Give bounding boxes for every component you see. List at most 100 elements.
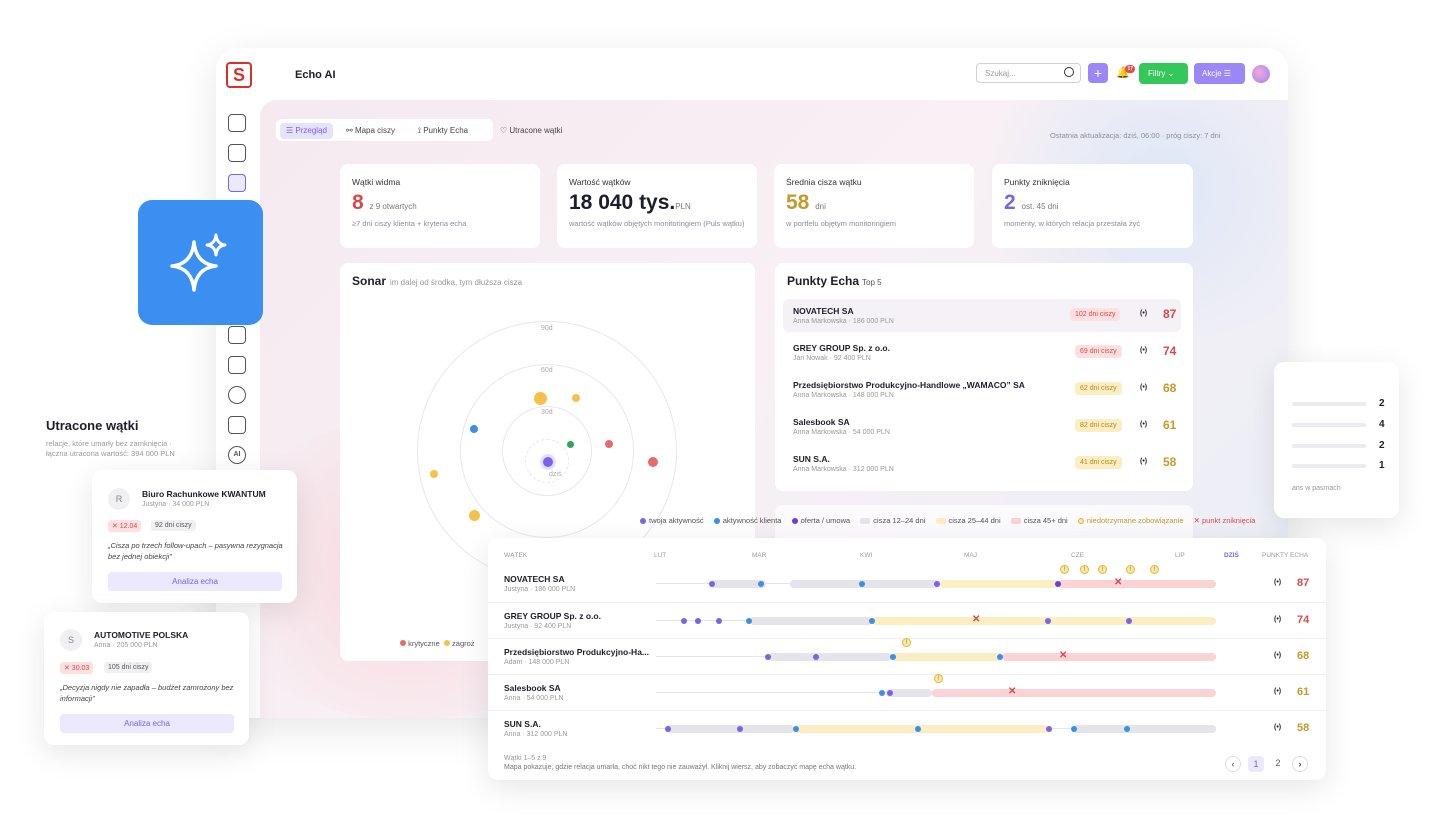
activity-dot[interactable] — [887, 690, 893, 696]
documents-icon[interactable] — [228, 144, 246, 162]
kpi-title: Punkty zniknięcia — [1004, 177, 1070, 187]
app-logo[interactable]: S — [226, 62, 252, 88]
commitment-warning-icon[interactable]: ! — [1150, 565, 1159, 574]
activity-dot[interactable] — [737, 726, 743, 732]
sonar-dot[interactable] — [469, 510, 480, 521]
analiza-echa-button[interactable]: Analiza echa — [60, 714, 234, 733]
silence-bar — [932, 689, 1216, 697]
kpi-card: Średnia cisza wątku 58 dni w portfelu ob… — [774, 164, 974, 248]
echo-row[interactable]: NOVATECH SA Anna Markowska · 186 000 PLN… — [783, 299, 1181, 332]
mail-icon[interactable] — [228, 416, 246, 434]
sonar-dot[interactable] — [572, 394, 580, 402]
chart-icon[interactable] — [228, 356, 246, 374]
timeline-panel: WĄTEK LUT MAR KWI MAJ CZE LIP DZIŚ PUNKT… — [488, 538, 1326, 780]
activity-dot[interactable] — [716, 618, 722, 624]
panel-title: Punkty Echa Top 5 — [787, 274, 882, 288]
echo-icon[interactable] — [228, 174, 246, 192]
activity-dot[interactable] — [765, 654, 771, 660]
activity-dot[interactable] — [665, 726, 671, 732]
sonar-dot[interactable] — [567, 441, 574, 448]
commitment-warning-icon[interactable]: ! — [1080, 565, 1089, 574]
commitment-warning-icon[interactable]: ! — [934, 674, 943, 683]
activity-dot[interactable] — [915, 726, 921, 732]
vanishing-point-icon[interactable]: ✕ — [972, 614, 981, 625]
row-sub: Anna · 54 000 PLN — [504, 695, 564, 702]
prev-page-button[interactable]: ‹ — [1225, 756, 1241, 772]
row-sub: Adam · 148 000 PLN — [504, 659, 570, 666]
activity-dot[interactable] — [813, 654, 819, 660]
dashboard-icon[interactable] — [228, 114, 246, 132]
tab-przeglad[interactable]: ☰ Przegląd — [280, 123, 333, 139]
sonar-dot[interactable] — [605, 440, 613, 448]
activity-dot[interactable] — [1126, 618, 1132, 624]
activity-dot[interactable] — [695, 618, 701, 624]
analiza-echa-button[interactable]: Analiza echa — [108, 572, 282, 591]
sonar-dot[interactable] — [534, 392, 547, 405]
activity-dot[interactable] — [1045, 618, 1051, 624]
signal-icon: (•) — [1140, 347, 1148, 354]
next-page-button[interactable]: › — [1292, 756, 1308, 772]
activity-dot[interactable] — [746, 618, 752, 624]
activity-dot[interactable] — [1071, 726, 1077, 732]
commitment-warning-icon[interactable]: ! — [1060, 565, 1069, 574]
sonar-dot[interactable] — [648, 457, 658, 467]
lost-quote: „Decyzja nigdy nie zapadła – budżet zamr… — [60, 683, 234, 703]
gear-icon[interactable] — [228, 386, 246, 404]
tab-utracone[interactable]: ♡ Utracone wątki — [500, 126, 563, 135]
echo-row[interactable]: SUN S.A. Anna Markowska · 312 000 PLN 41… — [783, 447, 1181, 480]
sonar-subtitle: im dalej od środka, tym dłuższa cisza — [390, 278, 523, 287]
activity-dot[interactable] — [758, 581, 764, 587]
echo-row[interactable]: Salesbook SA Anna Markowska · 54 000 PLN… — [783, 410, 1181, 443]
lost-thread-card[interactable]: R Biuro Rachunkowe KWANTUM Justyna · 34 … — [92, 470, 297, 603]
page-button[interactable]: 1 — [1248, 756, 1264, 772]
sonar-dot[interactable] — [430, 470, 438, 478]
tab-punkty-echa[interactable]: ⟟ Punkty Echa — [418, 126, 469, 135]
timeline-row[interactable]: SUN S.A. Anna · 312 000 PLN (•) 58 — [488, 710, 1326, 746]
activity-dot[interactable] — [890, 654, 896, 660]
vanishing-point-icon[interactable]: ✕ — [1008, 686, 1017, 697]
timeline-row[interactable]: Przedsiębiorstwo Produkcyjno-Ha... Adam … — [488, 638, 1326, 674]
bell-icon[interactable]: 🔔 17 — [1116, 65, 1135, 79]
lost-quote: „Cisza po trzech follow-upach – pasywna … — [108, 541, 283, 561]
tab-mapa-ciszy[interactable]: ⚯ Mapa ciszy — [346, 126, 395, 135]
legend-item: ✕ punkt zniknięcia — [1193, 516, 1256, 525]
lost-thread-card[interactable]: S AUTOMOTIVE POLSKA Anna · 205 000 PLN ✕… — [44, 612, 249, 745]
activity-dot[interactable] — [934, 581, 940, 587]
activity-dot[interactable] — [1046, 726, 1052, 732]
sonar-dot[interactable] — [470, 425, 478, 433]
activity-dot[interactable] — [1055, 581, 1061, 587]
activity-dot[interactable] — [1124, 726, 1130, 732]
activity-dot[interactable] — [879, 690, 885, 696]
panel-title-text: Punkty Echa — [787, 274, 860, 288]
vanishing-point-icon[interactable]: ✕ — [1059, 650, 1068, 661]
add-button[interactable]: + — [1088, 63, 1108, 83]
filters-button[interactable]: Filtry ⌄ — [1139, 63, 1188, 84]
user-avatar[interactable] — [1252, 65, 1270, 83]
actions-button[interactable]: Akcje ☰ — [1194, 63, 1245, 84]
echo-row[interactable]: GREY GROUP Sp. z o.o. Jan Nowak · 92 400… — [783, 336, 1181, 369]
timeline-row[interactable]: NOVATECH SA Justyna · 186 000 PLN ! ! ! … — [488, 565, 1326, 602]
band-bar — [1292, 423, 1366, 427]
activity-dot[interactable] — [859, 581, 865, 587]
commitment-warning-icon[interactable]: ! — [902, 638, 911, 647]
echo-row[interactable]: Przedsiębiorstwo Produkcyjno-Handlowe „W… — [783, 373, 1181, 406]
vanishing-point-icon[interactable]: ✕ — [1114, 577, 1123, 588]
sonar-center — [525, 439, 569, 483]
activity-dot[interactable] — [793, 726, 799, 732]
timeline-row[interactable]: GREY GROUP Sp. z o.o. Justyna · 92 400 P… — [488, 602, 1326, 638]
echo-score: 68 — [1163, 381, 1177, 395]
search-input[interactable]: Szukaj... — [976, 63, 1081, 83]
commitment-warning-icon[interactable]: ! — [1126, 565, 1135, 574]
actions-label: Akcje — [1202, 69, 1222, 78]
row-name: Salesbook SA — [504, 683, 561, 693]
activity-dot[interactable] — [997, 654, 1003, 660]
activity-dot[interactable] — [681, 618, 687, 624]
activity-dot[interactable] — [709, 581, 715, 587]
silence-badge: 105 dni ciszy — [104, 662, 153, 673]
timeline-row[interactable]: Salesbook SA Anna · 54 000 PLN ! ✕ (•) 6… — [488, 674, 1326, 710]
page-button[interactable]: 2 — [1275, 758, 1281, 768]
ai-icon[interactable]: AI — [228, 446, 246, 464]
activity-dot[interactable] — [869, 618, 875, 624]
commitment-warning-icon[interactable]: ! — [1098, 565, 1107, 574]
folder-icon[interactable] — [228, 326, 246, 344]
